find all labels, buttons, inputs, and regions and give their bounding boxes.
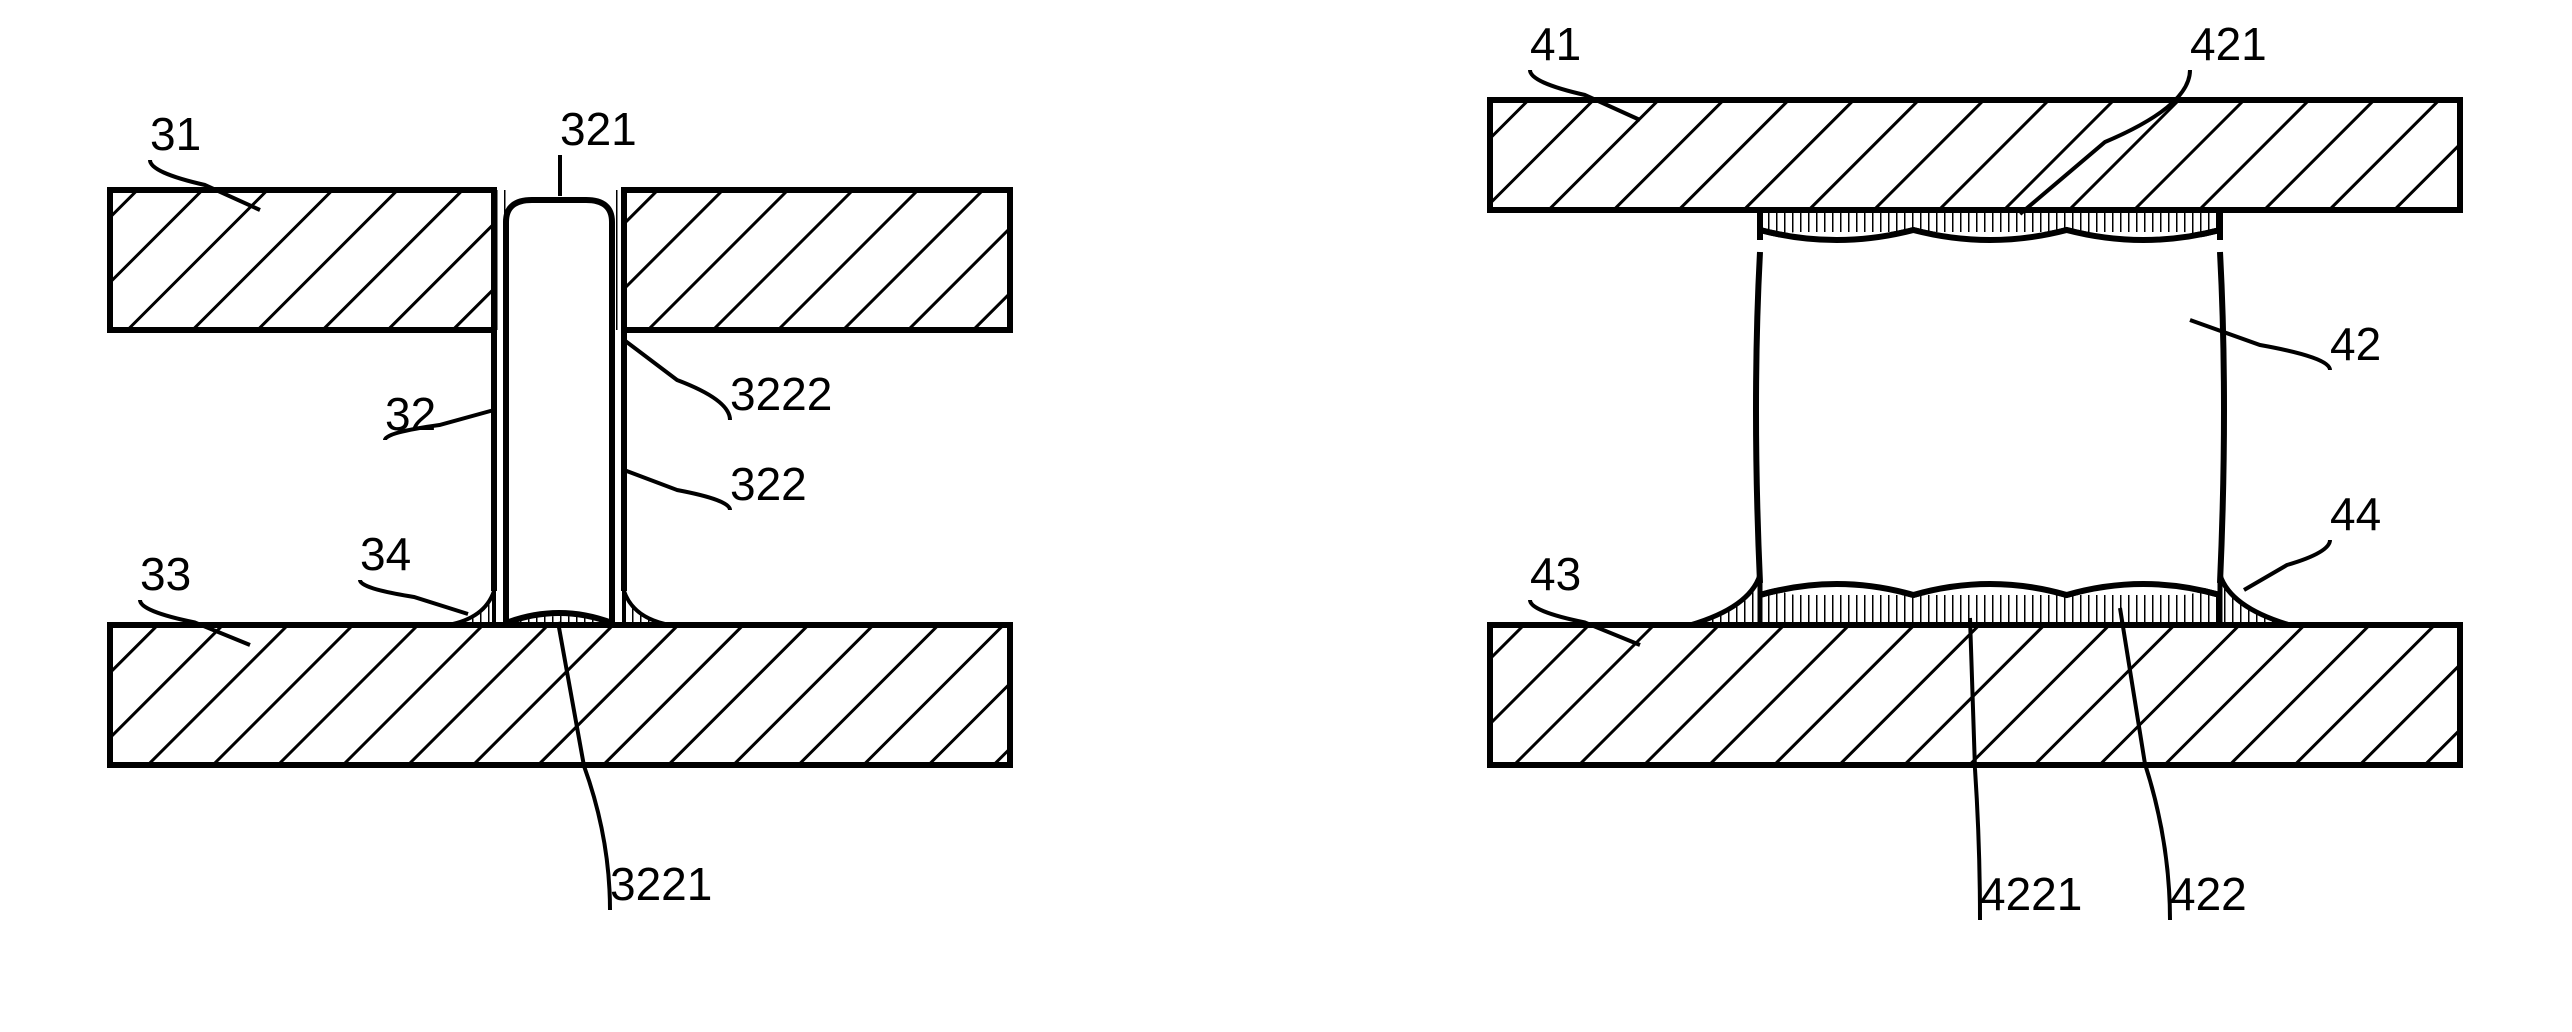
label-34-text: 34 bbox=[360, 528, 411, 580]
label-322: 322 bbox=[624, 458, 807, 510]
label-3222: 3222 bbox=[624, 340, 832, 420]
pillar-32 bbox=[506, 200, 612, 623]
label-44: 44 bbox=[2244, 488, 2381, 590]
label-44-text: 44 bbox=[2330, 488, 2381, 540]
label-43-text: 43 bbox=[1530, 548, 1581, 600]
label-321-text: 321 bbox=[560, 103, 637, 155]
label-321: 321 bbox=[560, 103, 637, 196]
label-322-text: 322 bbox=[730, 458, 807, 510]
label-41-text: 41 bbox=[1530, 18, 1581, 70]
label-4221-text: 4221 bbox=[1980, 868, 2082, 920]
fillet-34-right bbox=[624, 591, 670, 625]
right-figure bbox=[1690, 210, 2290, 625]
left-figure bbox=[110, 190, 1010, 625]
label-31-text: 31 bbox=[150, 108, 201, 160]
label-32-text: 32 bbox=[385, 388, 436, 440]
fillet-44-left bbox=[1690, 575, 1760, 625]
label-421-text: 421 bbox=[2190, 18, 2267, 70]
block-42 bbox=[1760, 232, 2220, 595]
label-34: 34 bbox=[360, 528, 468, 614]
label-32: 32 bbox=[385, 388, 494, 440]
label-3222-text: 3222 bbox=[730, 368, 832, 420]
label-422-text: 422 bbox=[2170, 868, 2247, 920]
label-33-text: 33 bbox=[140, 548, 191, 600]
label-3221-text: 3221 bbox=[610, 858, 712, 910]
lower-plate-33 bbox=[110, 625, 1010, 765]
label-42-text: 42 bbox=[2330, 318, 2381, 370]
